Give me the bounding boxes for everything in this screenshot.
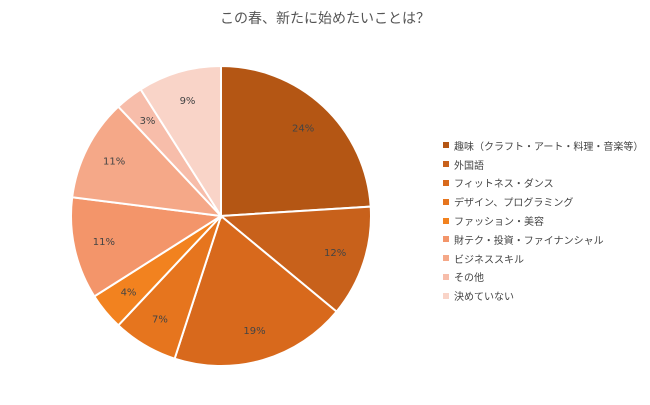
legend-label: ファッション・美容 <box>454 217 544 229</box>
legend-swatch <box>443 217 449 224</box>
slice-label: 24% <box>292 124 314 135</box>
legend-label: デザイン、プログラミング <box>454 198 574 210</box>
legend-item: デザイン、プログラミング <box>443 192 648 211</box>
legend-swatch <box>443 179 449 186</box>
legend-item: 決めていない <box>443 286 648 305</box>
legend: 趣味（クラフト・アート・料理・音楽等） 外国語フィットネス・ダンスデザイン、プログ… <box>443 136 648 305</box>
chart-title: この春、新たに始めたいことは？ <box>220 11 430 27</box>
pie-slice <box>173 214 338 367</box>
legend-swatch <box>443 292 449 299</box>
legend-item: フィットネス・ダンス <box>443 174 648 193</box>
slice-label: 11% <box>93 237 115 248</box>
legend-label: 趣味（クラフト・アート・料理・音楽等） <box>454 141 644 153</box>
pie-slice <box>139 64 222 220</box>
legend-item: ファッション・美容 <box>443 211 648 230</box>
pie-slice <box>220 64 372 218</box>
pie-slice <box>218 205 372 314</box>
legend-item: 趣味（クラフト・アート・料理・音楽等） <box>443 136 648 155</box>
legend-item: 財テク・投資・ファイナンシャル <box>443 230 648 249</box>
slice-label: 3% <box>140 116 156 127</box>
slice-label: 7% <box>152 314 168 325</box>
legend-label: ビジネススキル <box>454 254 524 266</box>
legend-item: ビジネススキル <box>443 249 648 268</box>
legend-swatch <box>443 142 449 149</box>
pie-slice <box>69 196 224 298</box>
legend-swatch <box>443 198 449 205</box>
slice-label: 4% <box>121 288 137 299</box>
legend-item: 外国語 <box>443 155 648 174</box>
legend-item: その他 <box>443 268 648 287</box>
slice-label: 19% <box>243 326 265 337</box>
legend-label: フィットネス・ダンス <box>454 179 554 191</box>
legend-swatch <box>443 273 449 280</box>
slice-label: 12% <box>324 248 346 259</box>
pie-slice <box>71 105 224 218</box>
slice-label: 9% <box>180 96 196 107</box>
legend-label: 財テク・投資・ファイナンシャル <box>454 235 604 247</box>
legend-label: その他 <box>454 273 484 285</box>
legend-swatch <box>443 161 449 168</box>
legend-swatch <box>443 255 449 262</box>
legend-label: 決めていない <box>454 292 514 304</box>
legend-swatch <box>443 236 449 243</box>
legend-label: 外国語 <box>454 160 484 172</box>
slice-label: 11% <box>103 157 125 168</box>
